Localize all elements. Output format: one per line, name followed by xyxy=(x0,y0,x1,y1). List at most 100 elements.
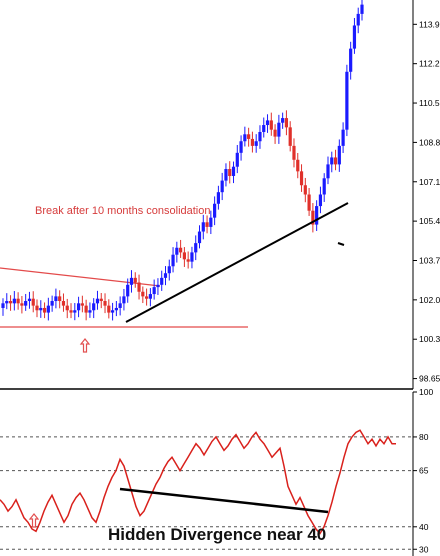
price-candle xyxy=(205,215,209,234)
rsi-up-arrow-icon xyxy=(28,513,40,528)
price-tick-label: 108.85 xyxy=(419,137,440,147)
price-candle xyxy=(201,214,205,240)
price-candle xyxy=(95,290,100,310)
price-candle xyxy=(281,112,285,129)
price-candle xyxy=(84,299,88,321)
rsi-tick-label: 100 xyxy=(419,387,433,397)
price-candle xyxy=(224,163,228,187)
price-candle xyxy=(239,135,243,161)
price-tick-label: 107.15 xyxy=(419,177,440,187)
price-candle xyxy=(88,302,92,318)
price-candle xyxy=(330,151,334,173)
price-candle xyxy=(171,247,175,273)
price-candle xyxy=(247,127,251,147)
price-candle xyxy=(50,295,54,312)
price-candle xyxy=(277,114,281,144)
price-candle xyxy=(209,210,213,235)
price-tick-label: 105.45 xyxy=(419,216,440,226)
price-candle xyxy=(311,203,315,233)
price-candle xyxy=(349,41,353,80)
price-axis-ticks: 113.95 112.25 110.55 108.85 107.15 105.45 103.… xyxy=(413,19,440,384)
price-candle xyxy=(76,296,81,318)
price-candle xyxy=(179,239,183,258)
price-candle xyxy=(24,293,28,311)
price-candle xyxy=(27,291,32,309)
rsi-annotation: Hidden Divergence near 40 xyxy=(108,525,326,544)
price-candle xyxy=(80,295,84,313)
rsi-tick-label: 30 xyxy=(419,544,429,554)
price-tick-label: 110.55 xyxy=(419,98,440,108)
price-candle xyxy=(303,177,307,203)
price-candle xyxy=(126,278,130,303)
price-candle xyxy=(299,164,304,192)
price-up-arrow-icon xyxy=(79,338,91,353)
price-candle xyxy=(31,291,35,313)
price-candle xyxy=(318,186,323,214)
price-tick-label: 113.95 xyxy=(419,19,440,29)
price-candle xyxy=(345,64,349,137)
price-candle xyxy=(35,299,39,318)
price-candle xyxy=(288,121,292,152)
price-candle xyxy=(356,7,360,34)
price-candle xyxy=(8,295,13,311)
price-candle xyxy=(216,185,220,210)
price-candle xyxy=(92,298,96,319)
price-candle xyxy=(137,274,141,300)
price-candle xyxy=(322,173,326,202)
price-candle xyxy=(20,296,24,314)
price-tick-label: 103.75 xyxy=(419,255,440,265)
price-candle xyxy=(284,110,289,136)
price-candle xyxy=(220,172,224,201)
price-candle xyxy=(5,293,9,310)
rsi-tick-label: 40 xyxy=(419,522,429,532)
price-candle xyxy=(58,290,62,309)
consolidation-resistance-line xyxy=(0,267,161,287)
price-candle xyxy=(326,156,330,185)
price-candle xyxy=(167,259,171,281)
price-candle xyxy=(99,293,103,309)
price-candle xyxy=(243,126,247,147)
rsi-divergence-line xyxy=(119,487,329,514)
price-candle xyxy=(145,288,149,306)
rsi-tick-label: 80 xyxy=(419,432,429,442)
price-tick-label: 98.65 xyxy=(419,374,440,384)
price-candle xyxy=(258,125,262,149)
price-candle xyxy=(61,293,66,312)
price-candle xyxy=(296,152,300,179)
price-candle xyxy=(103,293,107,314)
price-candles xyxy=(1,0,364,321)
price-candle xyxy=(129,270,134,293)
price-candle xyxy=(228,161,232,184)
price-candle xyxy=(360,0,364,21)
rsi-tick-label: 65 xyxy=(419,466,429,476)
price-candle xyxy=(352,18,357,54)
price-candle xyxy=(231,161,236,184)
rsi-level-lines: 100 80 65 40 30 xyxy=(0,387,433,554)
price-candle xyxy=(46,297,50,321)
price-candle xyxy=(141,286,145,304)
price-candle xyxy=(250,131,255,153)
price-candle xyxy=(16,292,20,310)
price-candle xyxy=(107,299,111,319)
price-candle xyxy=(213,196,217,226)
price-tick-label: 100.35 xyxy=(419,334,440,344)
price-candle xyxy=(197,225,202,249)
price-candle xyxy=(235,144,239,174)
price-candle xyxy=(69,303,73,319)
price-uptrend-line xyxy=(125,202,349,323)
price-trend-mark xyxy=(337,242,345,246)
price-tick-label: 112.25 xyxy=(419,59,440,69)
price-support-lines xyxy=(0,267,248,328)
price-candle xyxy=(175,241,179,263)
price-candle xyxy=(110,302,115,321)
price-candle xyxy=(186,251,190,269)
price-candle xyxy=(73,303,77,321)
price-candle xyxy=(160,270,164,291)
price-annotation: Break after 10 months consolidation xyxy=(35,205,211,217)
price-candle xyxy=(163,266,168,286)
price-candle xyxy=(133,272,137,288)
price-candle xyxy=(1,298,5,316)
price-candle xyxy=(269,112,273,136)
price-candle xyxy=(42,302,47,319)
